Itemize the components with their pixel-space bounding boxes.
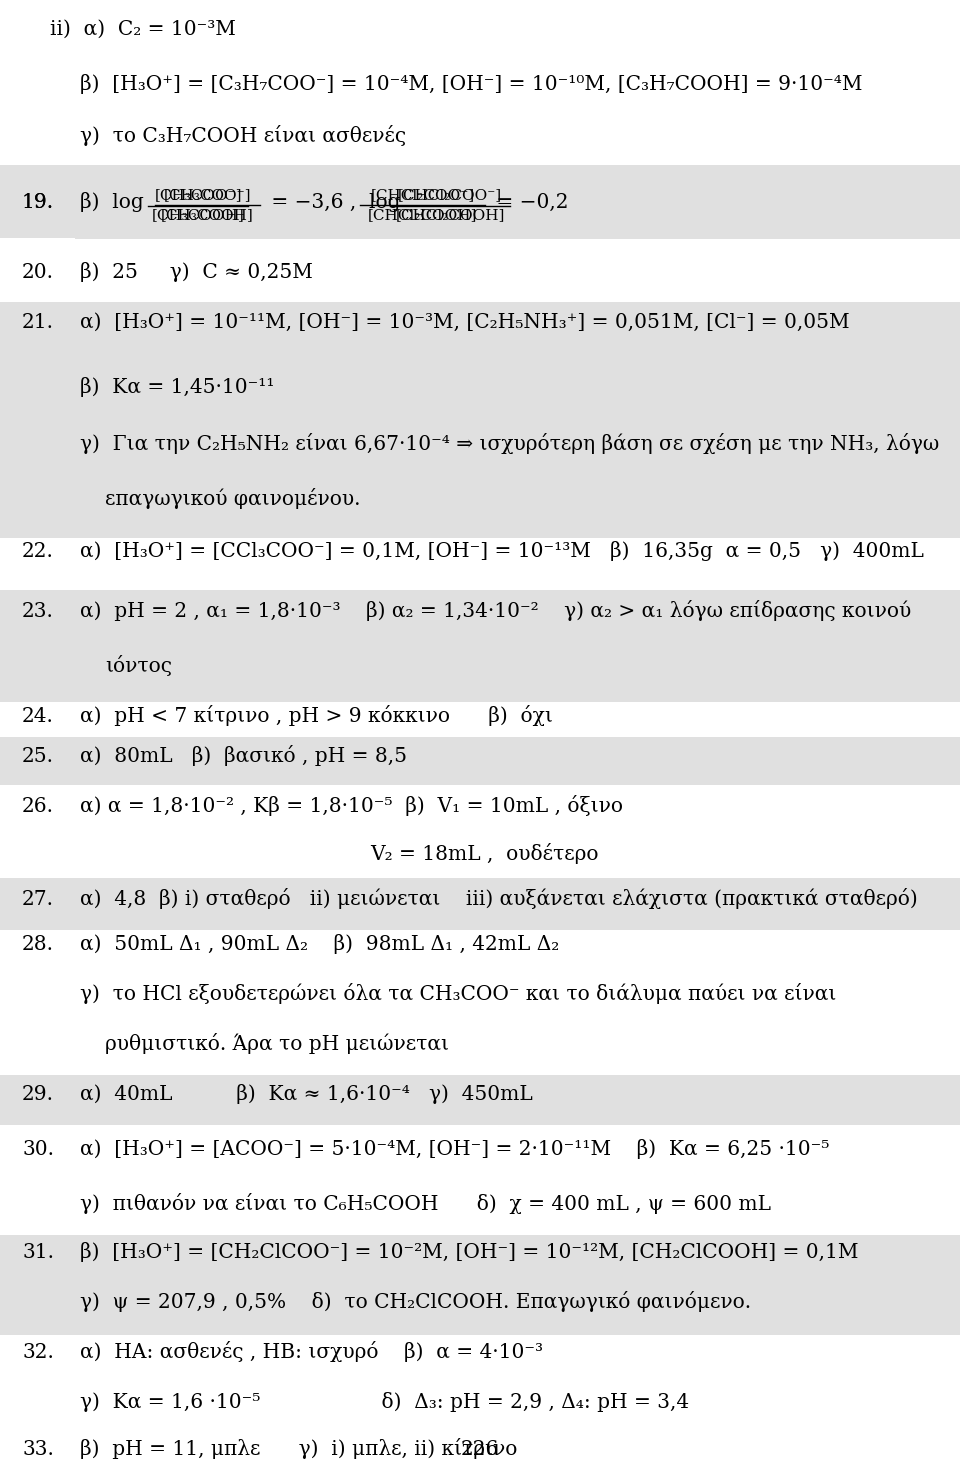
Text: [CH₃COO⁻]: [CH₃COO⁻] xyxy=(164,188,252,202)
Text: β)  log: β) log xyxy=(80,193,144,212)
Bar xyxy=(0,590,960,702)
Text: 28.: 28. xyxy=(22,935,54,954)
Text: 32.: 32. xyxy=(22,1343,54,1362)
Text: [CHCl₂COO⁻]: [CHCl₂COO⁻] xyxy=(371,188,474,202)
Text: α) α = 1,8·10⁻² , Kβ = 1,8·10⁻⁵  β)  V₁ = 10mL , όξινο: α) α = 1,8·10⁻² , Kβ = 1,8·10⁻⁵ β) V₁ = … xyxy=(80,794,623,817)
Text: [CHCl₂COOH]: [CHCl₂COOH] xyxy=(368,207,477,222)
Text: α)  [H₃O⁺] = [ACOO⁻] = 5·10⁻⁴M, [OH⁻] = 2·10⁻¹¹M    β)  Kα = 6,25 ·10⁻⁵: α) [H₃O⁺] = [ACOO⁻] = 5·10⁻⁴M, [OH⁻] = 2… xyxy=(80,1140,829,1159)
Text: 27.: 27. xyxy=(22,891,54,908)
Text: β)  Kα = 1,45·10⁻¹¹: β) Kα = 1,45·10⁻¹¹ xyxy=(80,376,275,397)
Text: ιόντος: ιόντος xyxy=(105,655,172,676)
Text: [CH₃COOH]: [CH₃COOH] xyxy=(161,207,253,222)
Text: 19.: 19. xyxy=(22,193,54,212)
Text: 20.: 20. xyxy=(22,262,54,282)
Text: α)  pH = 2 , α₁ = 1,8·10⁻³    β) α₂ = 1,34·10⁻²    γ) α₂ > α₁ λόγω επίδρασης κοι: α) pH = 2 , α₁ = 1,8·10⁻³ β) α₂ = 1,34·1… xyxy=(80,600,911,621)
Text: 23.: 23. xyxy=(22,602,54,621)
Text: α)  4,8  β) i) σταθερό   ii) μειώνεται    iii) αυξάνεται ελάχιστα (πρακτικά σταθ: α) 4,8 β) i) σταθερό ii) μειώνεται iii) … xyxy=(80,888,918,908)
Bar xyxy=(0,302,960,538)
Bar xyxy=(0,1235,960,1335)
Bar xyxy=(0,165,960,239)
Text: α)  80mL   β)  βασικό , pH = 8,5: α) 80mL β) βασικό , pH = 8,5 xyxy=(80,745,407,766)
Text: α)  [H₃O⁺] = [CCl₃COO⁻] = 0,1M, [OH⁻] = 10⁻¹³M   β)  16,35g  α = 0,5   γ)  400mL: α) [H₃O⁺] = [CCl₃COO⁻] = 0,1M, [OH⁻] = 1… xyxy=(80,541,924,562)
Text: 26.: 26. xyxy=(22,797,54,817)
Text: 24.: 24. xyxy=(22,707,54,726)
Bar xyxy=(0,737,960,785)
Text: 22.: 22. xyxy=(22,542,54,562)
Text: γ)  Για την C₂H₅NH₂ είναι 6,67·10⁻⁴ ⇒ ισχυρότερη βάση σε σχέση με την NH₃, λόγω: γ) Για την C₂H₅NH₂ είναι 6,67·10⁻⁴ ⇒ ισχ… xyxy=(80,433,939,453)
Text: γ)  Kα = 1,6 ·10⁻⁵                   δ)  Δ₃: pH = 2,9 , Δ₄: pH = 3,4: γ) Kα = 1,6 ·10⁻⁵ δ) Δ₃: pH = 2,9 , Δ₄: … xyxy=(80,1392,689,1412)
Text: 25.: 25. xyxy=(22,747,54,766)
Text: γ)  το HCl εξουδετερώνει όλα τα CH₃COO⁻ και το διάλυμα παύει να είναι: γ) το HCl εξουδετερώνει όλα τα CH₃COO⁻ κ… xyxy=(80,983,836,1003)
Text: [CHCl₂COOH]: [CHCl₂COOH] xyxy=(396,207,505,222)
Text: [CHCl₂COO⁻]: [CHCl₂COO⁻] xyxy=(398,188,502,202)
Text: [CH₃COO⁻]: [CH₃COO⁻] xyxy=(155,188,242,202)
Text: = −0,2: = −0,2 xyxy=(490,193,568,212)
Text: γ)  ψ = 207,9 , 0,5%    δ)  το CH₂ClCOOH. Επαγωγικό φαινόμενο.: γ) ψ = 207,9 , 0,5% δ) το CH₂ClCOOH. Επα… xyxy=(80,1291,751,1312)
Text: ρυθμιστικό. Άρα το pH μειώνεται: ρυθμιστικό. Άρα το pH μειώνεται xyxy=(105,1033,449,1054)
Text: β)  pH = 11, μπλε      γ)  i) μπλε, ii) κίτρινο: β) pH = 11, μπλε γ) i) μπλε, ii) κίτρινο xyxy=(80,1438,517,1458)
Text: α)  HA: ασθενές , HB: ισχυρό    β)  α = 4·10⁻³: α) HA: ασθενές , HB: ισχυρό β) α = 4·10⁻… xyxy=(80,1341,543,1362)
Text: ii)  α)  C₂ = 10⁻³M: ii) α) C₂ = 10⁻³M xyxy=(50,19,236,39)
Bar xyxy=(0,1074,960,1125)
Text: [CH₃COOH]: [CH₃COOH] xyxy=(152,207,245,222)
Text: 33.: 33. xyxy=(22,1441,54,1458)
Bar xyxy=(75,165,960,239)
Text: β)  [H₃O⁺] = [CH₂ClCOO⁻] = 10⁻²M, [OH⁻] = 10⁻¹²M, [CH₂ClCOOH] = 0,1M: β) [H₃O⁺] = [CH₂ClCOO⁻] = 10⁻²M, [OH⁻] =… xyxy=(80,1242,858,1263)
Text: V₂ = 18mL ,  ουδέτερο: V₂ = 18mL , ουδέτερο xyxy=(370,843,598,864)
Text: 30.: 30. xyxy=(22,1140,54,1159)
Text: = −3,6 ,  log: = −3,6 , log xyxy=(265,193,400,212)
Text: α)  50mL Δ₁ , 90mL Δ₂    β)  98mL Δ₁ , 42mL Δ₂: α) 50mL Δ₁ , 90mL Δ₂ β) 98mL Δ₁ , 42mL Δ… xyxy=(80,934,560,954)
Text: γ)  πιθανόν να είναι το C₆H₅COOH      δ)  χ = 400 mL , ψ = 600 mL: γ) πιθανόν να είναι το C₆H₅COOH δ) χ = 4… xyxy=(80,1193,771,1214)
Bar xyxy=(0,877,960,931)
Text: 226: 226 xyxy=(461,1441,499,1458)
Text: 31.: 31. xyxy=(22,1243,54,1263)
Text: β)  25     γ)  C ≈ 0,25M: β) 25 γ) C ≈ 0,25M xyxy=(80,262,313,282)
Text: β)  log[CH₃COO⁻]/[CH₃COOH] = −3,6 ,  log[CHCl₂COO⁻]/[CHCl₂COOH] = −0,2: β) log[CH₃COO⁻]/[CH₃COOH] = −3,6 , log[C… xyxy=(80,193,892,212)
Text: α)  [H₃O⁺] = 10⁻¹¹M, [OH⁻] = 10⁻³M, [C₂H₅NH₃⁺] = 0,051M, [Cl⁻] = 0,05M: α) [H₃O⁺] = 10⁻¹¹M, [OH⁻] = 10⁻³M, [C₂H₅… xyxy=(80,313,850,332)
Text: 21.: 21. xyxy=(22,313,54,332)
Text: 19.: 19. xyxy=(22,193,54,212)
Text: α)  40mL          β)  Kα ≈ 1,6·10⁻⁴   γ)  450mL: α) 40mL β) Kα ≈ 1,6·10⁻⁴ γ) 450mL xyxy=(80,1083,533,1104)
Text: α)  pH < 7 κίτρινο , pH > 9 κόκκινο      β)  όχι: α) pH < 7 κίτρινο , pH > 9 κόκκινο β) όχ… xyxy=(80,705,553,726)
Text: γ)  το C₃H₇COOH είναι ασθενές: γ) το C₃H₇COOH είναι ασθενές xyxy=(80,124,406,147)
Text: β)  [H₃O⁺] = [C₃H₇COO⁻] = 10⁻⁴M, [OH⁻] = 10⁻¹⁰M, [C₃H₇COOH] = 9·10⁻⁴M: β) [H₃O⁺] = [C₃H₇COO⁻] = 10⁻⁴M, [OH⁻] = … xyxy=(80,74,862,93)
Text: επαγωγικού φαινομένου.: επαγωγικού φαινομένου. xyxy=(105,488,361,508)
Text: 29.: 29. xyxy=(22,1085,54,1104)
